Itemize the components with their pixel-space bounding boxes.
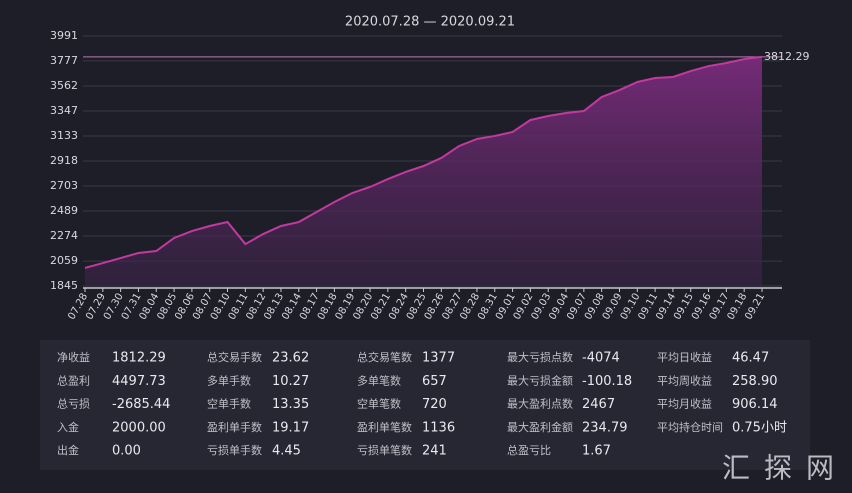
stat-value: 234.79 — [582, 420, 628, 435]
y-tick-label: 2274 — [50, 229, 78, 242]
stat-label: 最大亏损金额 — [507, 373, 573, 387]
y-tick-label: 3777 — [50, 54, 78, 67]
stat-label: 空单手数 — [207, 397, 251, 411]
y-tick-label: 2059 — [50, 254, 78, 267]
chart-title: 2020.07.28 — 2020.09.21 — [345, 15, 515, 30]
stat-label: 最大盈利金额 — [507, 420, 573, 434]
y-tick-label: 2703 — [50, 179, 78, 192]
area — [85, 56, 762, 286]
stat-value: 0.75小时 — [732, 420, 787, 435]
stat-value: 1.67 — [582, 444, 611, 459]
stat-label: 总盈亏比 — [507, 443, 551, 457]
stat-label: 入金 — [57, 420, 79, 434]
stat-value: 23.62 — [272, 351, 309, 366]
stat-value: 657 — [422, 374, 447, 389]
stat-value: 13.35 — [272, 397, 309, 412]
y-tick-label: 3133 — [50, 129, 78, 142]
stat-label: 总亏损 — [57, 397, 90, 411]
stat-value: 906.14 — [732, 397, 778, 412]
stat-label: 亏损单手数 — [207, 443, 262, 457]
stat-value: 2000.00 — [112, 420, 166, 435]
stat-label: 总交易笔数 — [357, 350, 412, 364]
y-tick-label: 1845 — [50, 279, 78, 292]
stat-label: 盈利单笔数 — [357, 420, 412, 434]
stat-label: 平均持仓时间 — [657, 420, 723, 434]
stat-value: 2467 — [582, 397, 615, 412]
stat-label: 亏损单笔数 — [357, 443, 412, 457]
stat-value: 4.45 — [272, 444, 301, 459]
stat-label: 净收益 — [57, 350, 90, 364]
stat-value: 258.90 — [732, 374, 778, 389]
stat-label: 总盈利 — [57, 373, 90, 387]
y-tick-label: 3991 — [50, 29, 78, 42]
stat-label: 平均月收益 — [657, 397, 712, 411]
stat-label: 平均周收益 — [657, 373, 712, 387]
watermark: 汇探网 — [722, 452, 848, 485]
stat-label: 多单笔数 — [357, 373, 401, 387]
stat-value: 46.47 — [732, 351, 769, 366]
y-tick-label: 3562 — [50, 79, 78, 92]
stat-label: 出金 — [57, 443, 79, 457]
stat-value: 1377 — [422, 351, 455, 366]
stat-value: -2685.44 — [112, 397, 170, 412]
y-tick-label: 2918 — [50, 154, 78, 167]
stat-label: 空单笔数 — [357, 397, 401, 411]
stat-value: 1812.29 — [112, 351, 166, 366]
stat-value: 0.00 — [112, 444, 141, 459]
stat-label: 最大亏损点数 — [507, 350, 573, 364]
stat-value: 10.27 — [272, 374, 309, 389]
line — [84, 55, 763, 269]
y-tick-label: 2489 — [50, 204, 78, 217]
stat-value: 1136 — [422, 420, 455, 435]
stat-label: 总交易手数 — [207, 350, 262, 364]
stat-value: 19.17 — [272, 420, 309, 435]
stat-label: 平均日收益 — [657, 350, 712, 364]
value-label: 3812.29 — [764, 50, 810, 63]
y-tick-label: 3347 — [50, 104, 78, 117]
stat-value: -4074 — [582, 351, 620, 366]
stat-label: 多单手数 — [207, 373, 251, 387]
stat-value: 720 — [422, 397, 447, 412]
stat-value: 241 — [422, 444, 447, 459]
stats-panel — [40, 340, 810, 470]
stat-label: 盈利单手数 — [207, 420, 262, 434]
stat-value: 4497.73 — [112, 374, 166, 389]
stat-label: 最大盈利点数 — [507, 397, 573, 411]
stat-value: -100.18 — [582, 374, 632, 389]
